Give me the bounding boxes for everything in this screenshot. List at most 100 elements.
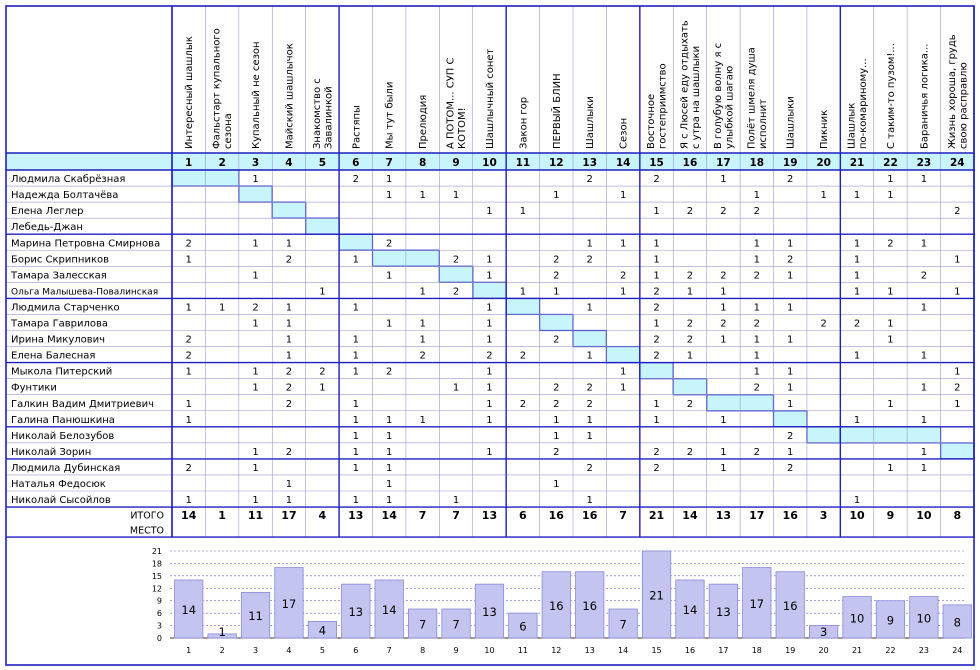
x-tick-label: 20 [819,646,829,655]
bar [942,604,972,639]
score-cell: 2 [954,383,960,394]
score-cell: 1 [653,238,659,249]
column-number: 17 [716,157,731,169]
bar-value-label: 3 [820,625,827,639]
total-value: 16 [783,509,799,522]
bar [174,579,204,639]
total-value: 1 [218,509,226,522]
score-cell: 1 [653,254,659,265]
column-header-text: Мы тут были [385,82,396,149]
score-cell: 1 [386,431,392,442]
score-cell: 2 [854,319,860,330]
score-cell: 1 [720,463,726,474]
score-cell: 2 [587,254,593,265]
bar [240,592,271,639]
score-cell: 1 [486,206,492,217]
column-number: 21 [850,157,865,169]
bar-value-label: 17 [282,597,297,611]
score-cell: 1 [887,319,893,330]
score-cell: 1 [252,383,258,394]
score-cell: 1 [186,495,192,506]
total-value: 17 [749,509,764,522]
x-tick-label: 6 [353,646,358,655]
column-number: 2 [218,157,225,169]
column-header-text: улыбкой шагаю [724,66,735,149]
score-cell: 1 [486,447,492,458]
total-value: 21 [649,509,664,522]
column-number: 4 [285,157,292,169]
outer-frame [5,5,975,666]
total-value: 6 [519,509,527,522]
score-cell: 2 [653,174,659,185]
score-cell: 2 [186,463,192,474]
score-cell: 1 [620,286,626,297]
bar-value-label: 11 [248,609,263,623]
x-tick-label: 22 [885,646,895,655]
score-cell: 1 [887,463,893,474]
score-cell: 1 [587,302,593,313]
score-cell: 1 [854,254,860,265]
bar [474,583,505,639]
score-cell: 1 [954,254,960,265]
x-tick-label: 11 [518,646,528,655]
x-tick-label: 1 [186,646,191,655]
score-cell: 1 [820,190,826,201]
y-tick-label: 3 [157,622,162,631]
column-header: Шашлычный сонет [485,48,496,149]
score-cell: 1 [854,351,860,362]
bar [742,567,772,639]
score-cell: 1 [553,431,559,442]
participant-name: Галкин Вадим Дмитриевич [11,399,154,410]
score-cell: 1 [186,254,192,265]
score-cell: 1 [252,367,258,378]
score-cell: 1 [787,270,793,281]
score-cell: 2 [720,270,726,281]
total-label: ИТОГО [130,511,164,522]
score-cell: 1 [486,335,492,346]
bar [207,633,237,639]
score-cell: 2 [553,399,559,410]
column-header-text: Я с Люсей еду отдыхать [679,20,690,149]
bar [842,596,872,639]
column-header-text: Майский шашлычок [284,43,295,149]
bar [408,608,438,639]
column-number: 10 [482,157,497,169]
score-cell: 2 [754,206,760,217]
y-tick-label: 15 [152,572,162,581]
participant-name: Николай Сысойлов [11,495,111,506]
bar [675,579,705,639]
column-number: 16 [683,157,698,169]
column-number: 11 [516,157,531,169]
x-tick-label: 14 [618,646,628,655]
column-header-text: Шашлык [847,103,858,149]
total-value: 17 [281,509,296,522]
score-cell: 2 [754,447,760,458]
score-cell: 2 [319,367,325,378]
total-value: 13 [716,509,731,522]
place-label: МЕСТО [130,526,164,537]
column-header-text: Шашлычный сонет [485,48,496,149]
total-value: 11 [248,509,263,522]
score-cell: 1 [286,302,292,313]
score-cell: 1 [587,495,593,506]
score-cell: 2 [820,319,826,330]
total-value: 14 [682,509,698,522]
score-cell: 2 [386,367,392,378]
score-cell: 1 [486,415,492,426]
score-cell: 1 [486,399,492,410]
column-header-text: Закон гор [518,97,529,149]
column-header-text: Восточное [646,94,657,149]
column-header: Жизнь хороша, грудь свою расправлю [947,34,970,149]
column-header: Я с Люсей еду отдыхать с утра на шашлыки [679,20,702,149]
bar-value-label: 7 [452,618,459,632]
bar-value-label: 7 [419,618,426,632]
column-number: 3 [252,157,259,169]
score-cell: 2 [386,238,392,249]
x-tick-label: 7 [387,646,392,655]
score-cell: 2 [453,254,459,265]
column-header: Сезон [619,118,630,149]
score-cell: 1 [252,238,258,249]
score-cell: 2 [887,238,893,249]
score-cell: 2 [787,431,793,442]
y-tick-label: 0 [157,634,162,643]
